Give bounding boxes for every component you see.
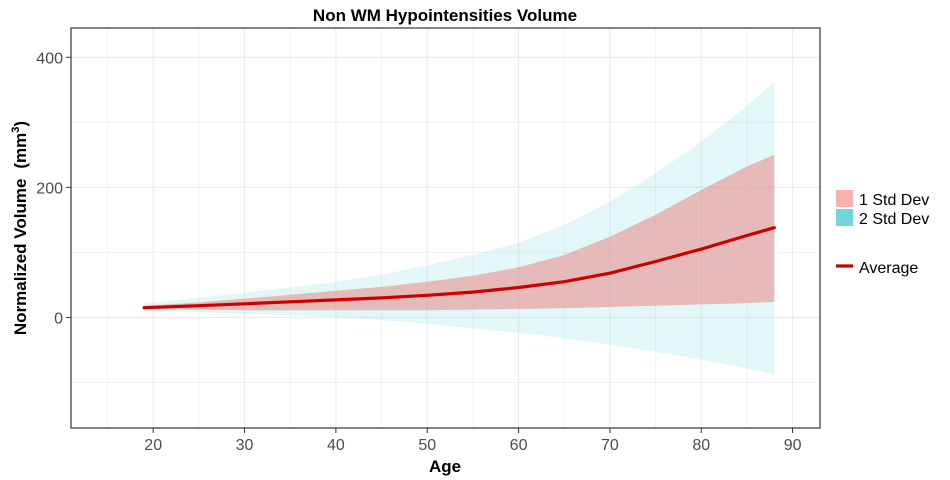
y-axis: 0 200 400 bbox=[36, 50, 71, 327]
y-axis-title-unit: (mm bbox=[11, 133, 30, 169]
chart-title: Non WM Hypointensities Volume bbox=[313, 6, 577, 25]
x-tick-label: 50 bbox=[418, 437, 436, 454]
y-axis-title: Normalized Volume (mm3) bbox=[10, 121, 30, 335]
x-tick-label: 90 bbox=[784, 437, 802, 454]
y-tick-label: 200 bbox=[36, 180, 63, 197]
y-axis-title-main: Normalized Volume bbox=[11, 179, 30, 336]
lines bbox=[142, 226, 776, 310]
y-axis-title-unit-close: ) bbox=[11, 121, 30, 127]
x-axis-title: Age bbox=[429, 457, 461, 476]
y-tick-label: 400 bbox=[36, 50, 63, 67]
legend-label-2-std-dev: 2 Std Dev bbox=[859, 211, 929, 228]
y-axis-title-unit-exponent: 3 bbox=[10, 127, 22, 133]
series-line-average bbox=[142, 226, 776, 310]
legend-key-1-std-dev bbox=[836, 190, 853, 207]
x-tick-label: 40 bbox=[327, 437, 345, 454]
plot-area bbox=[70, 27, 821, 429]
x-tick-label: 20 bbox=[144, 437, 162, 454]
legend-key-2-std-dev bbox=[836, 209, 853, 226]
x-axis: 20 30 40 50 60 70 80 90 bbox=[144, 428, 802, 454]
x-tick-label: 30 bbox=[236, 437, 254, 454]
x-tick-label: 70 bbox=[601, 437, 619, 454]
legend-label-average: Average bbox=[859, 260, 918, 277]
plot-border bbox=[70, 27, 821, 429]
legend: 1 Std Dev 2 Std Dev Average bbox=[836, 190, 929, 277]
x-tick-label: 80 bbox=[692, 437, 710, 454]
legend-label-1-std-dev: 1 Std Dev bbox=[859, 192, 929, 209]
y-tick-label: 0 bbox=[54, 310, 63, 327]
x-tick-label: 60 bbox=[510, 437, 528, 454]
